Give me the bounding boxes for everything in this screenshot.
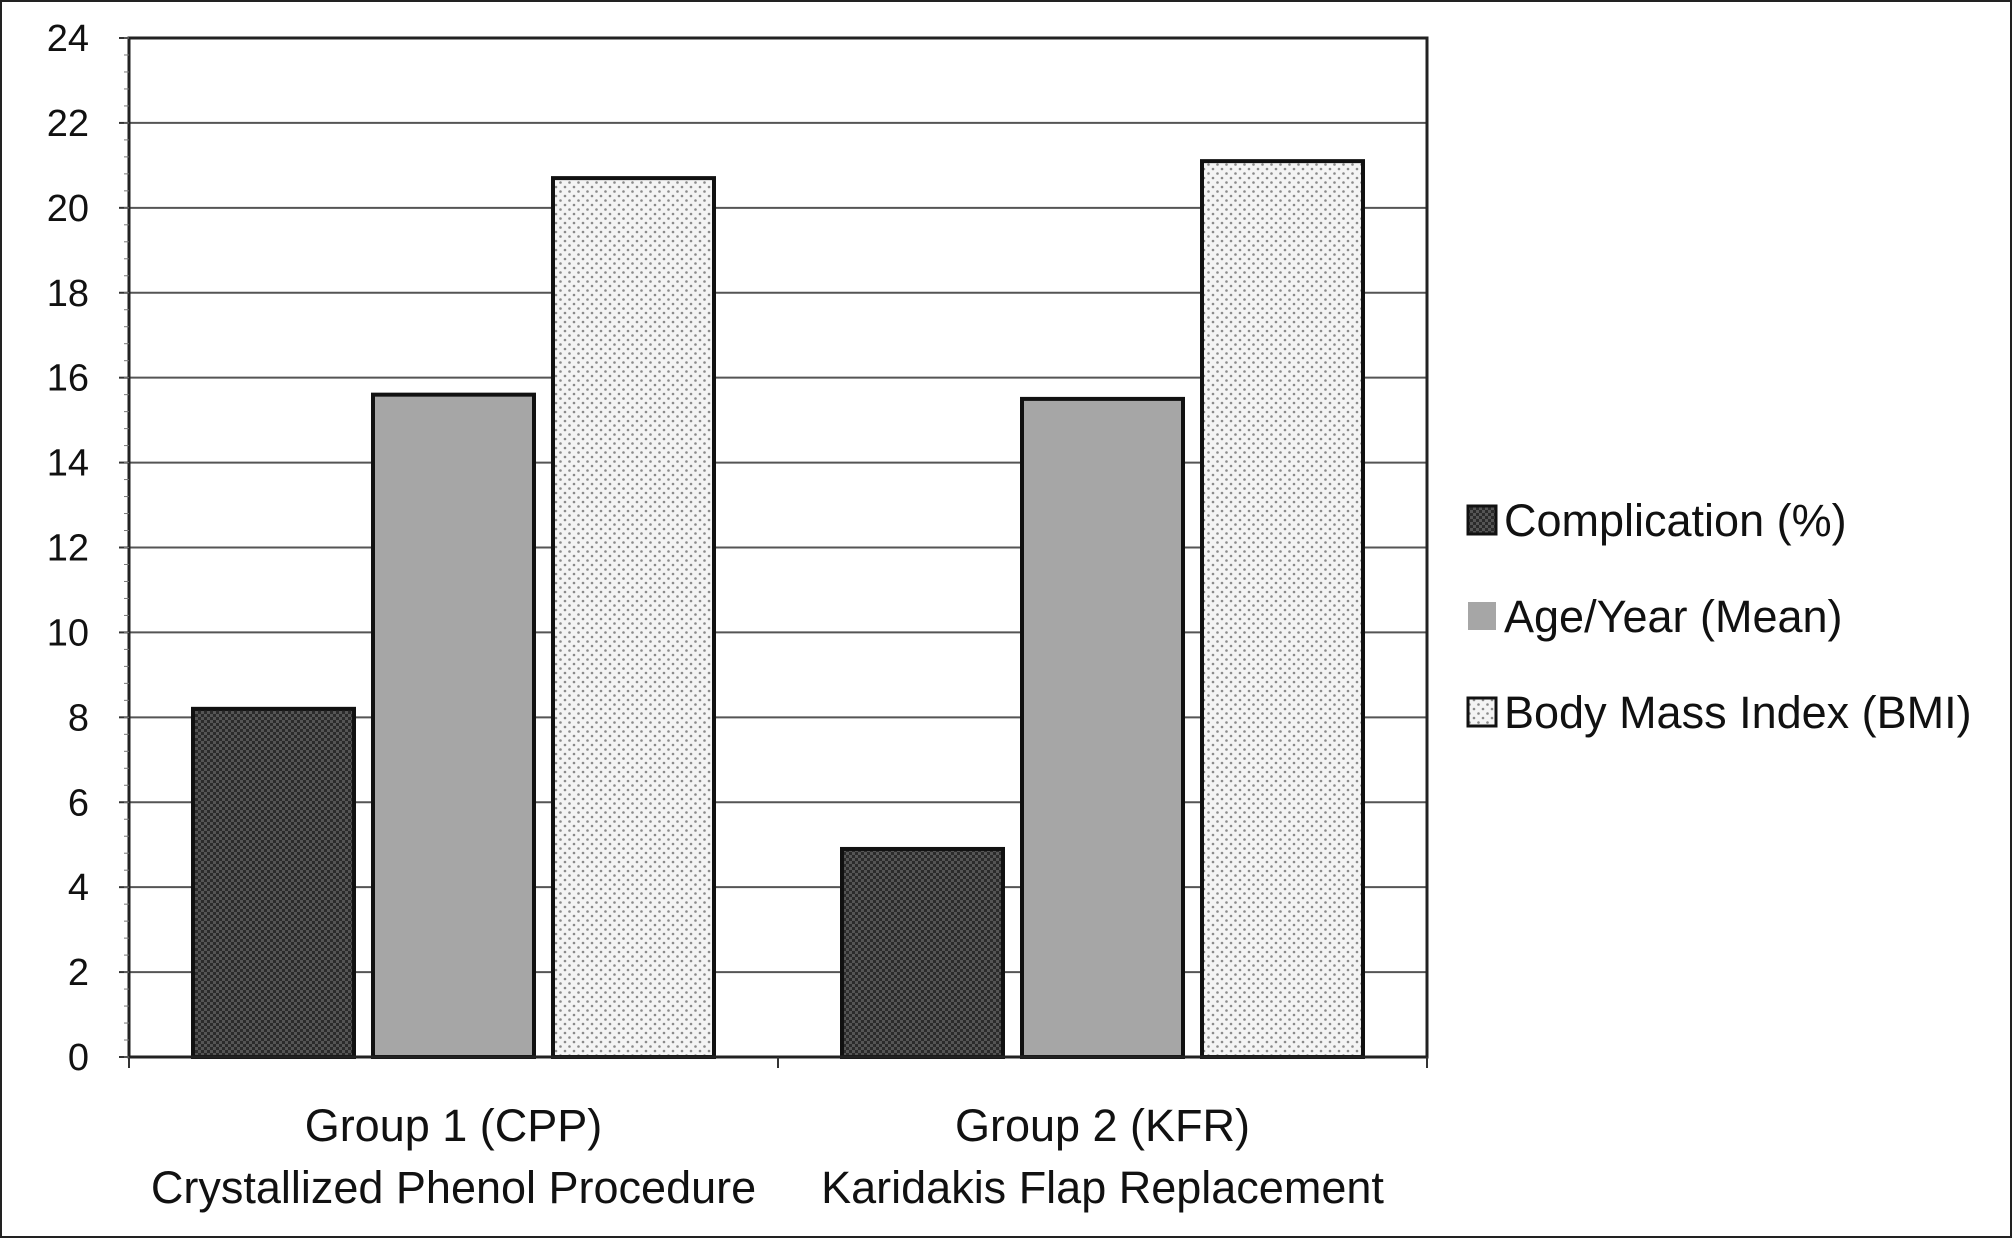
x-category-label: Karidakis Flap Replacement	[821, 1162, 1384, 1213]
bar	[191, 706, 356, 1059]
bar	[1200, 159, 1365, 1060]
legend-swatch	[1466, 504, 1498, 536]
legend-label: Age/Year (Mean)	[1504, 591, 1843, 642]
bar	[840, 846, 1005, 1059]
bar	[1020, 396, 1185, 1060]
legend: Complication (%) Age/Year (Mean) Body Mass…	[1466, 495, 1972, 738]
y-tick-label: 12	[47, 528, 89, 570]
legend-swatch	[1466, 696, 1498, 728]
y-tick-label: 4	[68, 867, 89, 909]
y-tick-label: 24	[47, 18, 89, 60]
bar	[371, 392, 536, 1059]
legend-swatch	[1468, 602, 1496, 630]
legend-label: Complication (%)	[1504, 495, 1847, 546]
y-tick-label: 14	[47, 443, 89, 485]
y-tick-label: 8	[68, 697, 89, 739]
y-tick-label: 10	[47, 612, 89, 654]
y-tick-label: 2	[68, 952, 89, 994]
bars	[191, 159, 1365, 1060]
bar	[551, 176, 716, 1060]
y-tick-label: 22	[47, 103, 89, 145]
x-category-label: Group 1 (CPP)	[305, 1100, 603, 1151]
x-axis-labels: Group 1 (CPP) Crystallized Phenol Procedu…	[151, 1100, 1385, 1213]
legend-label: Body Mass Index (BMI)	[1504, 687, 1972, 738]
y-tick-label: 20	[47, 188, 89, 230]
y-tick-label: 16	[47, 358, 89, 400]
x-category-label: Crystallized Phenol Procedure	[151, 1162, 756, 1213]
y-tick-label: 18	[47, 273, 89, 315]
x-category-label: Group 2 (KFR)	[955, 1100, 1250, 1151]
y-tick-label: 0	[68, 1037, 89, 1079]
y-tick-label: 6	[68, 782, 89, 824]
